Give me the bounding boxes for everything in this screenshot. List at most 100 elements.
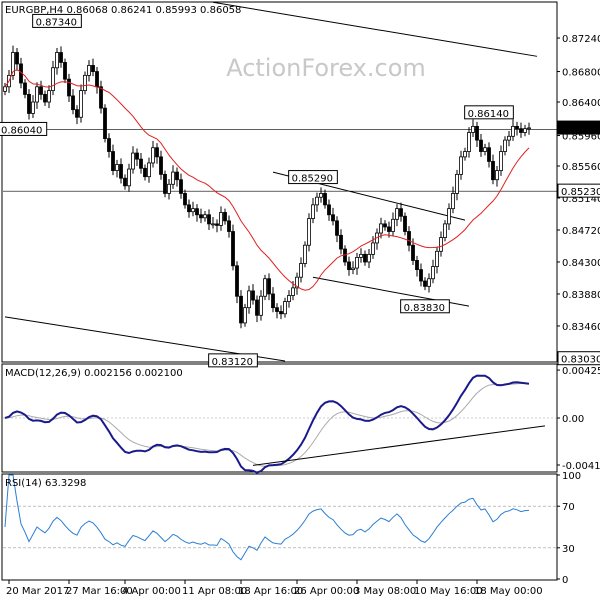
candle-body xyxy=(87,65,91,76)
macd-line xyxy=(4,374,530,474)
candle-body xyxy=(359,253,363,258)
candle-body xyxy=(267,278,271,295)
candle-body xyxy=(83,74,87,91)
macd-axis: 0.00425 0.00 -0.004167 xyxy=(557,366,600,472)
candle-body xyxy=(331,214,335,222)
candle-body xyxy=(251,290,255,301)
swing-price-label-box xyxy=(208,353,258,368)
candle-body xyxy=(339,234,343,250)
trendline xyxy=(212,1,538,57)
price-labels: 0.86058 0.85230 0.83030 0.86040 0.87340 0.861… xyxy=(0,13,600,368)
price-axis-tick-label: 0.85560 xyxy=(562,162,600,173)
candle-body xyxy=(51,67,55,91)
swing-price-label: 0.86140 xyxy=(468,109,509,120)
candle-body xyxy=(239,295,243,324)
candle-body xyxy=(447,208,451,225)
swing-price-label: 0.83120 xyxy=(212,357,253,368)
candle-body xyxy=(335,220,339,236)
candle-body xyxy=(207,214,211,225)
candle-body xyxy=(211,223,215,226)
candle-body xyxy=(95,71,99,88)
candle-body xyxy=(123,177,127,187)
candle-body xyxy=(23,82,27,95)
candle-body xyxy=(71,95,75,111)
time-axis-tick-label: 3 May 08:00 xyxy=(354,586,416,597)
candle-body xyxy=(299,263,303,278)
candle-body xyxy=(67,78,71,97)
candle-body xyxy=(255,299,259,316)
candle-body xyxy=(191,208,195,213)
price-axis-tick-label: 0.84720 xyxy=(562,226,600,237)
price-guides xyxy=(3,129,557,192)
candle-body xyxy=(415,260,419,270)
price-axis-tick-label: 0.85140 xyxy=(562,194,600,205)
candle-body xyxy=(27,94,31,114)
candle-body xyxy=(327,204,331,216)
candle-body xyxy=(283,301,287,315)
candle-body xyxy=(491,161,495,181)
candle-body xyxy=(15,52,19,65)
candle-body xyxy=(187,204,191,213)
swing-price-label-box xyxy=(32,13,82,28)
candle-body xyxy=(235,265,239,297)
candle-body xyxy=(227,220,231,232)
candle-body xyxy=(323,193,327,206)
price-level-label: 0.86040 xyxy=(1,125,42,136)
candle-body xyxy=(279,311,283,315)
candle-body xyxy=(387,226,391,232)
candle-body xyxy=(379,223,383,234)
candle-body xyxy=(135,152,139,160)
candle-body xyxy=(315,196,319,206)
candle-body xyxy=(311,204,315,219)
candle-body xyxy=(3,86,7,92)
price-axis-tick-label: 0.84300 xyxy=(562,258,600,269)
rsi-axis: 100 70 30 0 xyxy=(557,471,581,586)
candle-body xyxy=(319,193,323,198)
candle-body xyxy=(463,151,467,158)
swing-price-label: 0.85290 xyxy=(292,174,333,185)
candle-body xyxy=(151,147,155,164)
candle-body xyxy=(115,164,119,171)
candle-body xyxy=(295,276,299,289)
candle-body xyxy=(167,183,171,194)
candle-body xyxy=(11,52,15,76)
price-axis-tick-label: 0.83880 xyxy=(562,290,600,301)
macd-axis-tick-label: 0.00 xyxy=(562,414,584,425)
rsi-panel-frame xyxy=(1,473,558,581)
time-axis-tick-label: 10 May 16:00 xyxy=(414,586,483,597)
candle-body xyxy=(139,158,143,169)
candle-body xyxy=(515,125,519,130)
candle-body xyxy=(47,90,51,103)
candle-body xyxy=(423,280,427,287)
candle-body xyxy=(291,287,295,296)
candle-body xyxy=(411,244,415,261)
macd-panel xyxy=(3,374,557,474)
candle-body xyxy=(367,253,371,263)
current-price-label: 0.86058 xyxy=(561,124,600,135)
candle-body xyxy=(175,171,179,181)
swing-price-label-box xyxy=(400,299,450,314)
candle-body xyxy=(31,101,35,114)
candle-body xyxy=(455,173,459,194)
candle-body xyxy=(55,52,59,69)
candle-body xyxy=(91,65,95,72)
time-axis-tick-label: 27 Mar 16:00 xyxy=(66,586,133,597)
candle-body xyxy=(287,295,291,302)
price-axis-tick-label: 0.87240 xyxy=(562,34,600,45)
candle-body xyxy=(351,267,355,270)
candle-body xyxy=(143,167,147,178)
candle-body xyxy=(479,139,483,152)
candle-body xyxy=(451,193,455,210)
price-axis-tick-label: 0.83460 xyxy=(562,322,600,333)
candle-body xyxy=(219,212,223,226)
candle-body xyxy=(155,147,159,158)
candle-body xyxy=(399,208,403,217)
macd-trendline xyxy=(252,425,546,466)
candle-body xyxy=(127,168,131,187)
candle-body xyxy=(427,278,431,287)
time-axis-tick-label: 20 Mar 2017 xyxy=(6,586,69,597)
candle-body xyxy=(223,212,227,222)
candle-body xyxy=(275,307,279,312)
candle-body xyxy=(419,269,423,282)
candle-body xyxy=(511,125,515,137)
